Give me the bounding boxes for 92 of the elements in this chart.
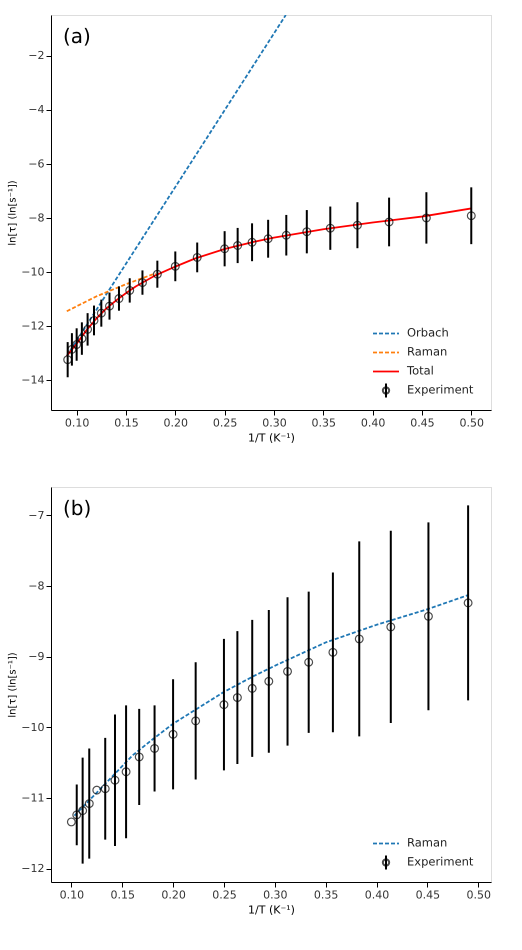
point (191, 716, 200, 726)
point (138, 278, 147, 288)
point (422, 213, 431, 222)
point (78, 806, 88, 816)
x-tick-label: 0.35 (314, 888, 338, 902)
point (168, 730, 178, 739)
point (77, 334, 86, 344)
x-tick-label: 0.30 (263, 888, 288, 902)
y-tick-label: −8 (28, 579, 44, 592)
point (152, 270, 162, 279)
point (328, 648, 338, 657)
point (464, 598, 473, 608)
point (248, 238, 257, 247)
x-tick-label: 0.50 (466, 888, 492, 902)
y-tick-label: −10 (21, 720, 44, 734)
x-tick-label: 0.10 (64, 416, 90, 430)
y-tick-label: −9 (28, 650, 44, 664)
point (424, 612, 433, 621)
point (92, 786, 102, 795)
point (264, 234, 273, 244)
point (219, 700, 228, 710)
y-tick-label: −12 (21, 862, 44, 876)
legend-label: Raman (407, 344, 448, 358)
point (352, 220, 362, 230)
point (264, 676, 274, 686)
point (354, 634, 364, 644)
x-tick-label: 0.10 (60, 888, 84, 902)
x-tick-label: 0.35 (312, 416, 336, 430)
point (72, 340, 82, 349)
point (134, 752, 144, 762)
point (233, 241, 242, 250)
x-axis-title: 1/T (K⁻¹) (248, 904, 295, 916)
point (248, 684, 257, 693)
annotation: (a) (63, 24, 91, 48)
y-axis-title: ln[τ] (ln[s⁻¹]) (7, 652, 18, 718)
x-tick-label: 0.45 (410, 416, 435, 430)
x-tick-label: 0.20 (161, 888, 186, 902)
point (384, 218, 394, 226)
y-tick-label: −12 (21, 320, 44, 333)
point (466, 211, 476, 220)
point (150, 744, 160, 753)
line-series (66, 208, 472, 357)
point (83, 324, 92, 334)
legend-label: Orbach (407, 326, 449, 340)
point (114, 294, 124, 303)
point (84, 799, 94, 808)
x-tick-label: 0.40 (360, 416, 386, 430)
x-tick-label: 0.50 (460, 416, 484, 430)
point (220, 244, 230, 254)
point (232, 693, 242, 702)
y-tick-label: −10 (21, 266, 44, 279)
line-series (66, 272, 156, 312)
x-tick-label: 0.40 (364, 888, 390, 902)
legend-label: Total (406, 364, 434, 378)
y-tick-label: −2 (28, 49, 44, 62)
y-tick-label: −14 (21, 374, 44, 387)
point (192, 252, 202, 262)
point (283, 666, 292, 676)
y-tick-label: −4 (28, 103, 44, 116)
x-tick-label: 0.25 (212, 888, 237, 902)
x-tick-label: 0.45 (416, 888, 440, 902)
point (386, 622, 396, 632)
point (304, 658, 314, 667)
legend-label: Experiment (407, 854, 474, 868)
point (326, 224, 335, 233)
x-tick-label: 0.15 (114, 416, 139, 430)
point (110, 776, 120, 785)
legend-label: Experiment (407, 382, 474, 396)
y-tick-label: −7 (28, 508, 44, 522)
annotation: (b) (63, 496, 92, 520)
point (100, 784, 110, 794)
point (302, 227, 312, 236)
point (96, 308, 106, 318)
x-tick-label: 0.25 (212, 416, 238, 430)
x-tick-label: 0.15 (110, 888, 135, 902)
point (170, 262, 180, 271)
x-tick-label: 0.20 (164, 416, 188, 430)
line-series (74, 594, 470, 816)
y-axis-title: ln[τ] (ln[s⁻¹]) (7, 180, 18, 246)
x-tick-label: 0.30 (262, 416, 287, 430)
point (122, 767, 131, 776)
point (282, 230, 291, 240)
point (105, 302, 114, 311)
y-tick-label: −8 (28, 211, 44, 224)
x-axis-title: 1/T (K⁻¹) (248, 432, 295, 444)
legend-label: Raman (407, 836, 448, 850)
point (90, 316, 98, 325)
point (72, 810, 82, 820)
y-tick-label: −11 (21, 791, 44, 804)
y-tick-label: −6 (28, 157, 44, 170)
point (125, 286, 134, 295)
point (66, 817, 76, 826)
